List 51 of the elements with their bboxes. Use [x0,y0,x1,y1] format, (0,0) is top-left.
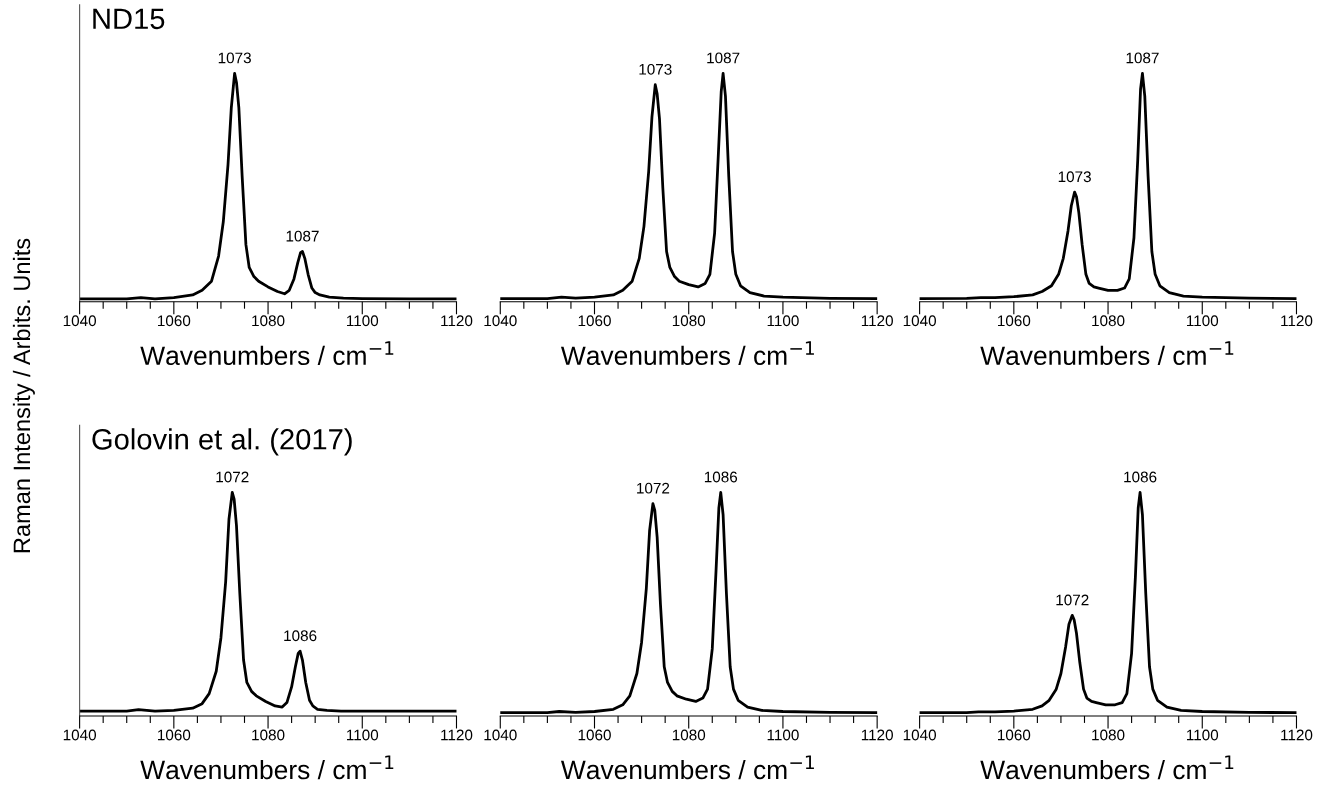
x-axis-title: Wavenumbers / cm$^{−1}$ [560,341,814,366]
annotation: 1072 [637,482,670,494]
annotation: 1086 [284,630,317,642]
x-tick-label: 1060 [998,729,1031,741]
x-tick-label: 1040 [903,729,937,741]
x-tick-label: 1100 [1187,315,1219,327]
annotation: 1087 [1126,52,1159,64]
x-tick-label: 1040 [63,729,97,741]
x-tick-label: 1080 [672,315,706,327]
x-axis-title: Wavenumbers / cm$^{−1}$ [140,341,394,366]
annotation: 1073 [1058,171,1091,183]
x-tick-label: 1060 [998,315,1031,327]
chart-title: Golovin et al. (2017) [92,428,352,456]
chart-title: ND15 [93,8,165,30]
annotation: 1073 [639,63,672,75]
annotation: 1072 [1056,594,1089,606]
x-tick-label: 1040 [484,315,517,327]
x-tick-label: 1080 [1092,315,1125,327]
x-tick-label: 1120 [441,315,473,327]
x-tick-label: 1100 [767,729,799,741]
x-tick-label: 1080 [1092,729,1125,741]
y-axis-title: Raman Intensity / Arbits. Units [12,238,35,553]
annotation: 1087 [707,52,740,64]
x-axis-title: Wavenumbers / cm$^{−1}$ [980,341,1234,366]
x-tick-label: 1120 [861,729,893,741]
x-tick-label: 1060 [158,315,191,327]
x-tick-label: 1060 [158,729,191,741]
x-tick-label: 1100 [1187,729,1219,741]
x-tick-label: 1100 [347,729,379,741]
x-tick-label: 1060 [578,729,611,741]
x-tick-label: 1040 [63,315,97,327]
annotation: 1072 [216,471,249,483]
annotation: 1073 [218,52,251,64]
x-tick-label: 1040 [903,315,937,327]
x-tick-label: 1080 [672,729,706,741]
annotation: 1086 [704,471,738,483]
x-tick-label: 1040 [484,729,517,741]
x-tick-label: 1120 [1281,729,1313,741]
x-axis-title: Wavenumbers / cm$^{−1}$ [560,755,814,780]
x-axis-title: Wavenumbers / cm$^{−1}$ [980,755,1234,780]
x-tick-label: 1080 [252,315,285,327]
x-tick-label: 1080 [252,729,285,741]
x-tick-label: 1120 [861,315,893,327]
annotation: 1087 [286,230,319,242]
annotation: 1086 [1124,471,1157,483]
x-tick-label: 1100 [347,315,379,327]
x-axis-title: Wavenumbers / cm$^{−1}$ [140,755,394,780]
x-tick-label: 1060 [578,315,611,327]
x-tick-label: 1120 [1281,315,1313,327]
x-tick-label: 1120 [441,729,473,741]
x-tick-label: 1100 [767,315,799,327]
